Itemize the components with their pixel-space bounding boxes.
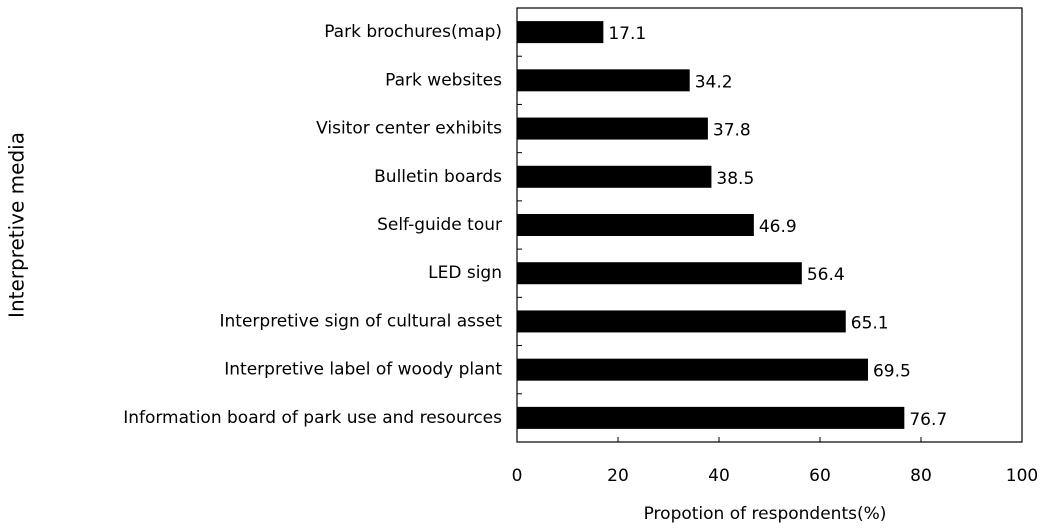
value-label: 37.8 <box>713 121 751 141</box>
x-tick-label: 0 <box>512 466 523 486</box>
value-label: 76.7 <box>909 410 947 430</box>
value-label: 46.9 <box>759 217 797 237</box>
x-tick-label: 60 <box>809 466 831 486</box>
bar <box>517 165 712 188</box>
value-label: 69.5 <box>873 362 911 382</box>
value-label: 56.4 <box>807 265 845 285</box>
value-label: 17.1 <box>608 24 646 44</box>
value-label: 65.1 <box>851 313 889 333</box>
bar <box>517 358 868 381</box>
x-tick-label: 100 <box>1006 466 1038 486</box>
bar <box>517 310 846 333</box>
y-tick-label: LED sign <box>428 263 502 283</box>
y-tick-label: Interpretive sign of cultural asset <box>220 311 503 331</box>
bar <box>517 117 708 140</box>
bar <box>517 262 802 285</box>
x-axis-label: Propotion of respondents(%) <box>644 504 887 524</box>
value-label: 38.5 <box>716 169 754 189</box>
y-tick-label: Park brochures(map) <box>324 22 502 42</box>
y-tick-label: Park websites <box>385 70 502 90</box>
y-tick-label: Self-guide tour <box>377 215 502 235</box>
x-tick-label: 20 <box>607 466 629 486</box>
bar <box>517 214 754 236</box>
y-tick-label: Interpretive label of woody plant <box>224 360 502 380</box>
x-tick-label: 80 <box>910 466 932 486</box>
bar <box>517 21 604 44</box>
y-tick-label: Bulletin boards <box>374 167 502 187</box>
y-tick-label: Information board of park use and resour… <box>123 408 502 428</box>
x-tick-label: 40 <box>708 466 730 486</box>
y-axis-label: Interpretive media <box>5 132 29 318</box>
y-tick-label: Visitor center exhibits <box>316 119 502 139</box>
value-label: 34.2 <box>695 72 733 92</box>
bar <box>517 69 690 92</box>
bar <box>517 406 905 429</box>
